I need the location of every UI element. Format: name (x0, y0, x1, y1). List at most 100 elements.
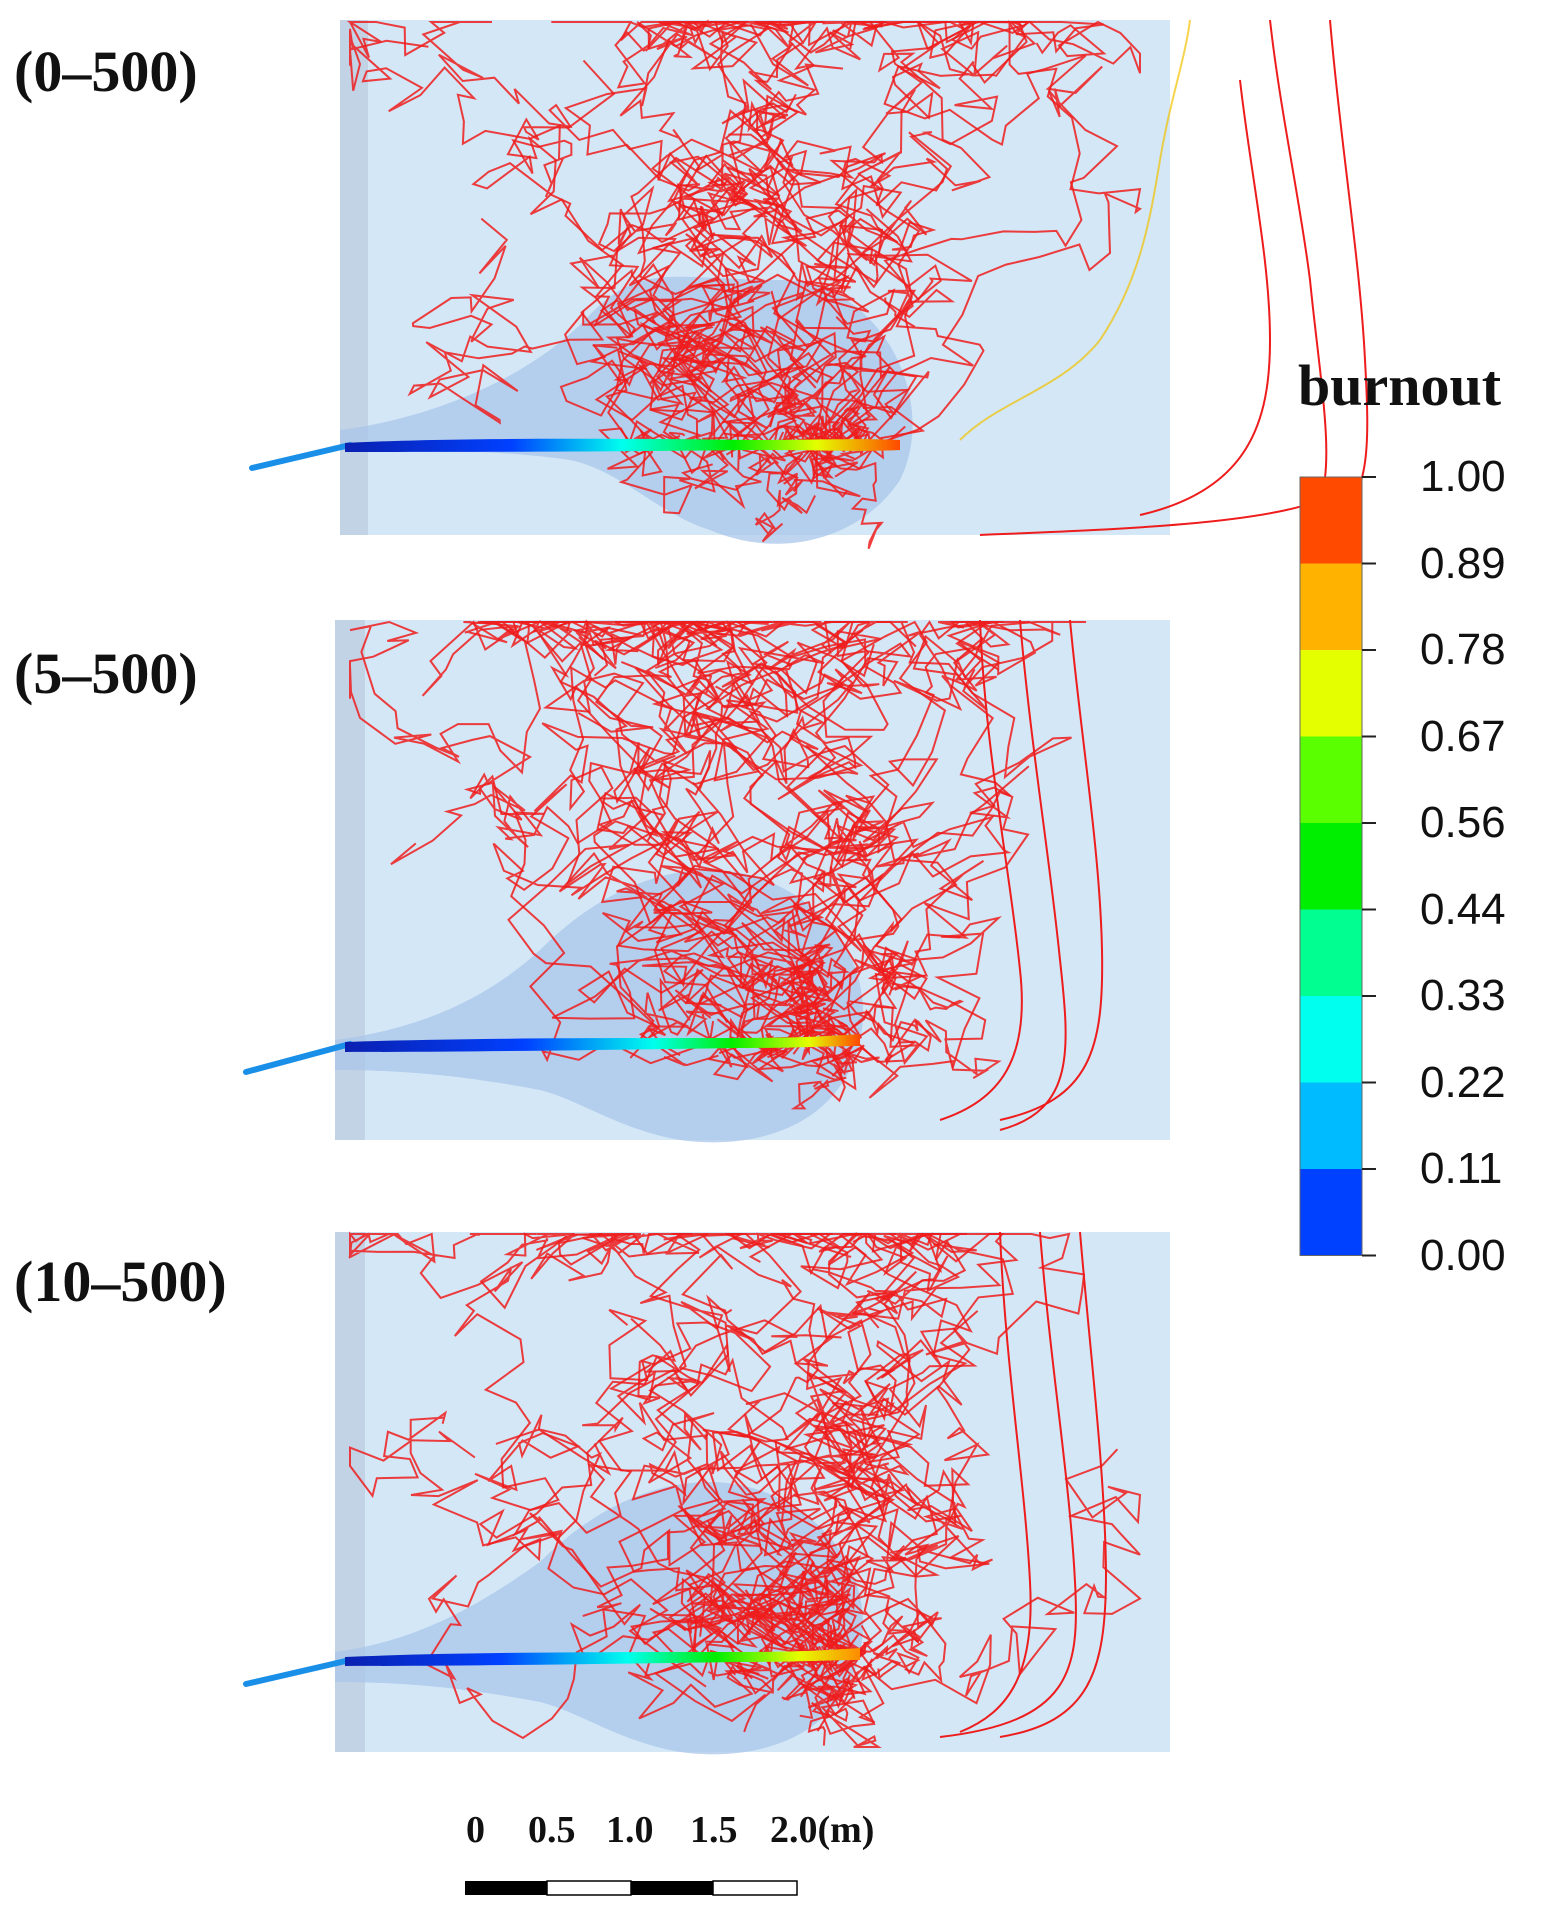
trajectory-path (827, 951, 898, 1048)
trajectory-path (851, 966, 965, 1029)
trajectory-path (805, 1545, 907, 1658)
trajectory-path (788, 944, 834, 1015)
colorbar (1299, 476, 1376, 1257)
scale-bar-label: 0 (466, 1809, 485, 1851)
trajectory-path (766, 455, 816, 515)
scale-bar-label: 1.5 (690, 1809, 738, 1851)
furnace-panel-5-500 (243, 619, 1170, 1143)
trajectory-path (704, 1232, 949, 1644)
particle-trajectories (349, 619, 1087, 1110)
outer-trajectory-1 (939, 1231, 1077, 1738)
colorbar-segment (1300, 996, 1362, 1083)
scale-bar (465, 1880, 798, 1896)
particle-trajectories (346, 19, 1142, 550)
trajectory-path (349, 28, 911, 459)
trajectory-path (816, 1642, 867, 1732)
colorbar-segment (1300, 650, 1362, 737)
outer-trajectory-2 (999, 619, 1104, 1121)
trajectory-path (545, 621, 928, 1028)
scale-bar-label: 0.5 (528, 1809, 576, 1851)
colorbar-tick-label: 0.33 (1420, 971, 1506, 1020)
colorbar-segment (1300, 736, 1362, 824)
trajectory-path (559, 171, 748, 477)
trajectory-path (872, 1610, 947, 1684)
trajectory-path (808, 404, 870, 479)
scale-bar-label: 2.0(m) (770, 1809, 875, 1851)
colorbar-tick-label: 0.00 (1420, 1230, 1506, 1280)
burnout-jet (345, 438, 900, 452)
trajectory-path (824, 1027, 894, 1082)
colorbar-frame (1299, 476, 1363, 1256)
trajectory-path (823, 428, 884, 550)
trajectory-path (692, 626, 913, 1051)
trajectory-path (747, 441, 855, 476)
trajectory-path (390, 781, 729, 1024)
colorbar-tick-label: 1.00 (1420, 452, 1506, 501)
burnout-jet (345, 1648, 860, 1666)
trajectory-path (729, 131, 953, 441)
trajectory-path (832, 1009, 932, 1063)
trajectory-path (681, 1232, 920, 1623)
colorbar-tick-label: 0.44 (1420, 884, 1506, 934)
trajectory-path (754, 452, 804, 543)
trajectory-path (740, 1587, 834, 1674)
trajectory-path (725, 406, 867, 456)
jet-stem (243, 1041, 353, 1075)
colorbar-tick-label: 0.56 (1420, 798, 1506, 847)
outer-trajectory-2 (1329, 19, 1369, 521)
colorbar-title: burnout (1298, 353, 1502, 418)
trajectory-path (753, 1601, 831, 1659)
trajectory-path (614, 620, 947, 1073)
trajectory-path (647, 620, 875, 1059)
trajectory-path (799, 957, 847, 1022)
trajectory-path (421, 619, 815, 1005)
trajectory-path (856, 1633, 921, 1682)
trajectory-path (407, 217, 792, 430)
panel-label-0-500: (0–500) (14, 39, 198, 104)
colorbar-segment (1300, 1082, 1362, 1170)
colorbar-segment (1300, 1169, 1362, 1256)
trajectory-path (558, 810, 857, 1091)
colorbar-tick-label: 0.11 (1420, 1144, 1503, 1193)
outer-trajectory-3 (959, 1231, 1032, 1733)
trajectory-path (608, 1308, 887, 1680)
panel-label-10-500: (10–500) (14, 1249, 227, 1314)
panel-label-5-500: (5–500) (14, 641, 198, 706)
outer-trajectory-1 (999, 619, 1067, 1131)
furnace-panel-10-500 (243, 1231, 1170, 1755)
trajectory-path (604, 208, 913, 454)
colorbar-segment (1300, 563, 1362, 651)
trajectory-path (835, 316, 899, 423)
scale-bar-label: 1.0 (606, 1809, 654, 1851)
trajectory-path (685, 20, 992, 439)
jet-stem (249, 442, 353, 471)
furnace-panel-0-500 (249, 19, 1369, 550)
trajectory-path (807, 1674, 851, 1746)
yellow-trajectory (959, 19, 1191, 441)
trajectory-path (727, 621, 920, 1038)
trajectory-path (685, 789, 1012, 1059)
trajectory-path (620, 660, 958, 1066)
colorbar-tick-label: 0.89 (1420, 538, 1506, 588)
trajectory-path (691, 21, 930, 450)
trajectory-path (589, 318, 762, 515)
particle-trajectories (348, 1231, 1142, 1748)
trajectory-path (474, 1414, 856, 1700)
trajectory-path (658, 621, 1000, 1071)
trajectory-path (659, 20, 1141, 462)
trajectory-path (348, 1231, 760, 1675)
outer-trajectory-3 (1139, 79, 1272, 516)
outer-trajectory-1 (979, 19, 1328, 536)
trajectory-path (834, 19, 1142, 440)
colorbar-tick-label: 0.67 (1420, 711, 1506, 761)
jet-stem (243, 1657, 353, 1687)
trajectory-path (811, 1608, 873, 1667)
trajectory-path (797, 1448, 1142, 1724)
colorbar-tick-label: 0.22 (1420, 1057, 1506, 1107)
burnout-jet (345, 1034, 860, 1052)
trajectory-path (349, 1410, 846, 1740)
trajectory-path (834, 1606, 928, 1668)
trajectory-path (537, 1428, 853, 1680)
colorbar-segment (1300, 823, 1362, 910)
colorbar-segment (1300, 909, 1362, 997)
